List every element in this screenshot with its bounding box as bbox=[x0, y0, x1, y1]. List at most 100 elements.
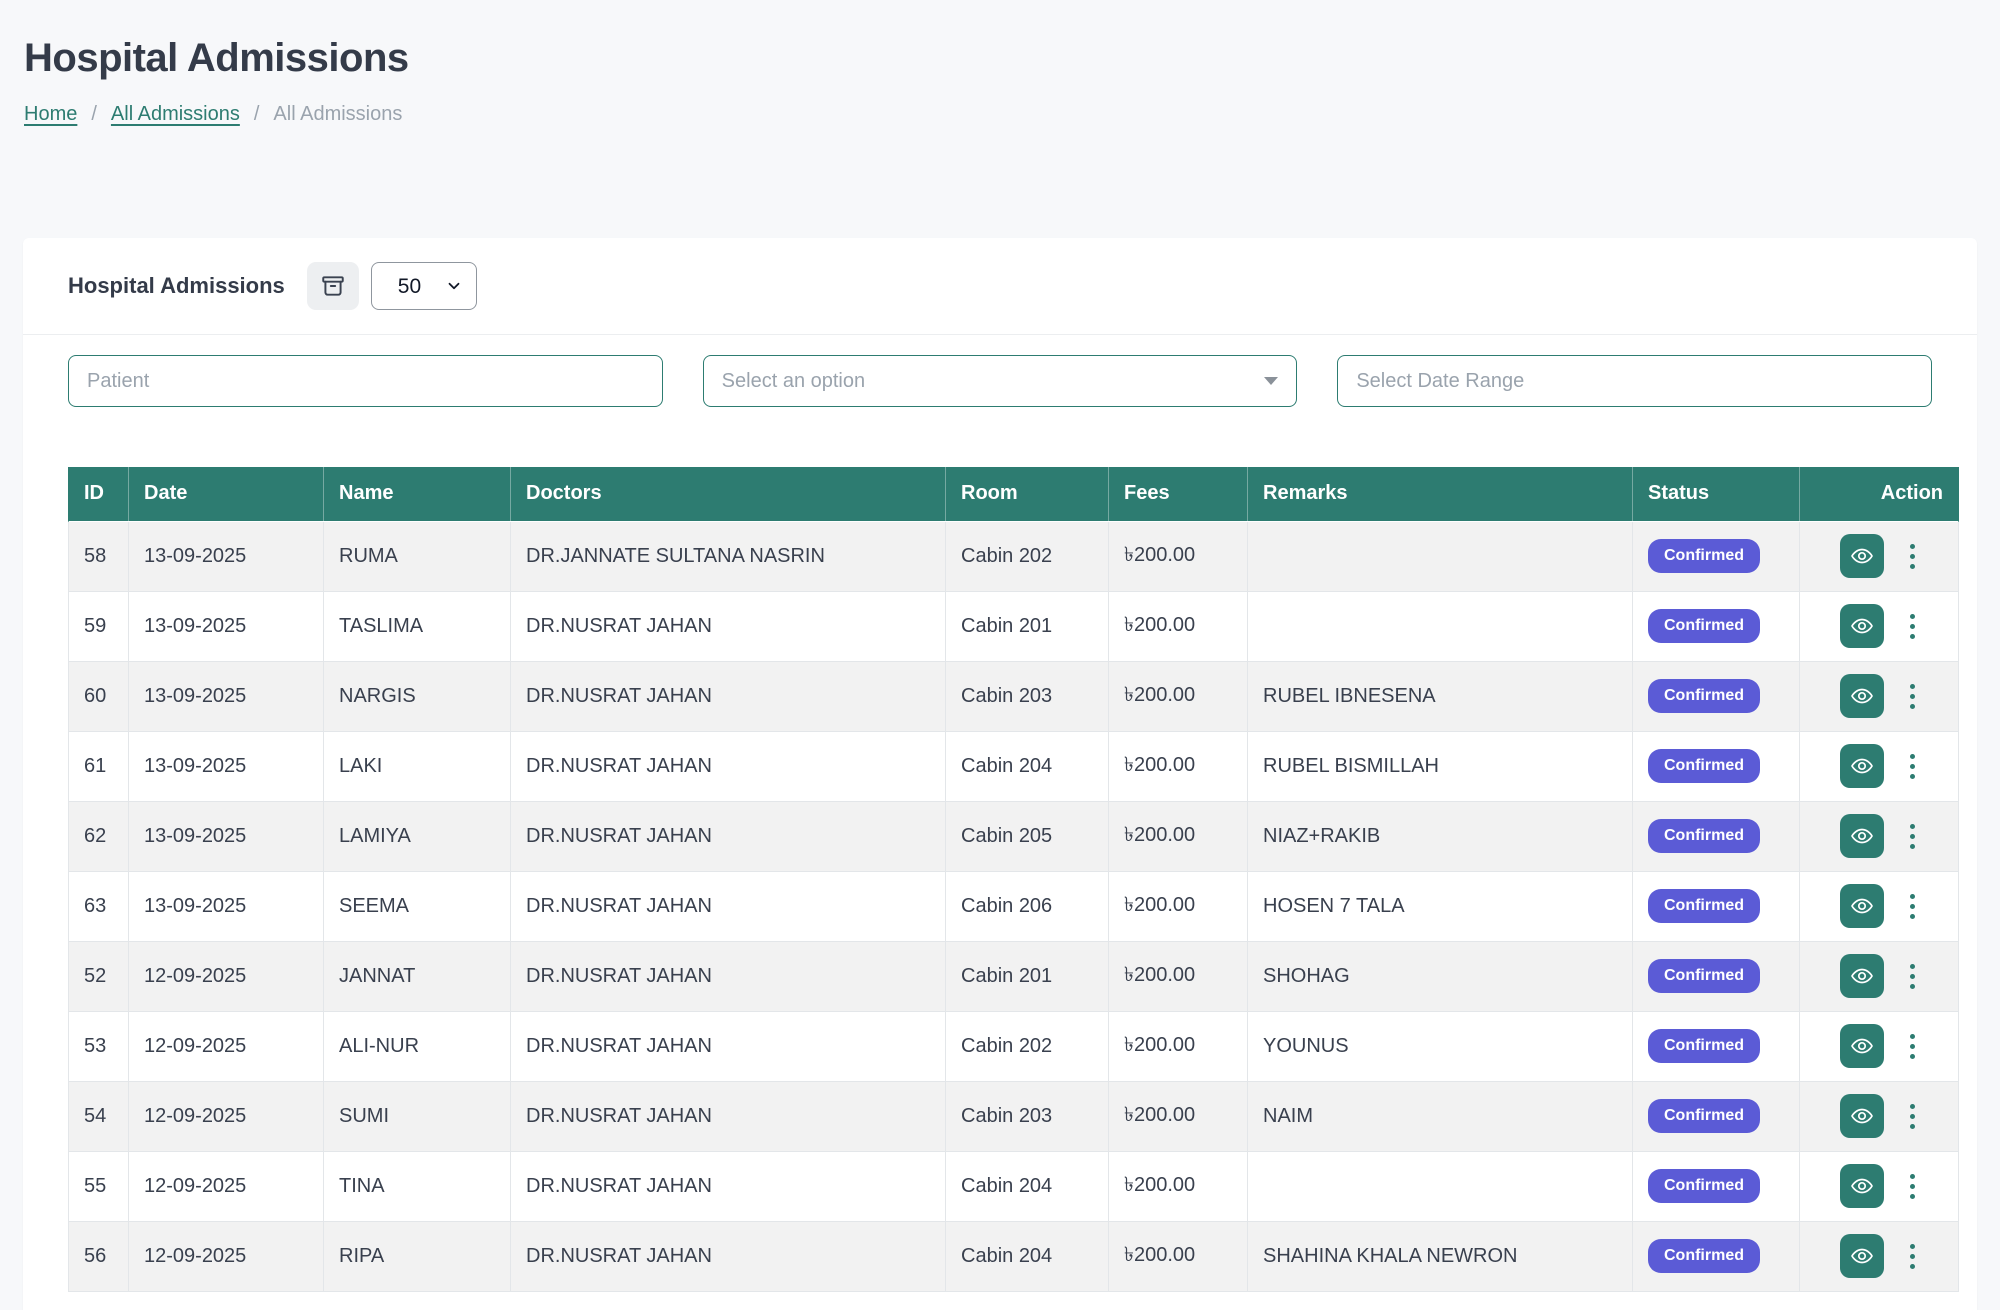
col-header-room: Room bbox=[945, 467, 1109, 522]
breadcrumb: Home / All Admissions / All Admissions bbox=[24, 103, 1976, 126]
more-actions-menu[interactable] bbox=[1906, 1240, 1919, 1273]
eye-icon bbox=[1850, 1034, 1874, 1058]
cell-doctor: DR.NUSRAT JAHAN bbox=[510, 590, 946, 662]
eye-icon bbox=[1850, 754, 1874, 778]
cell-id: 63 bbox=[68, 870, 129, 942]
cell-remarks: SHOHAG bbox=[1247, 940, 1633, 1012]
table-row: 62 13-09-2025 LAMIYA DR.NUSRAT JAHAN Cab… bbox=[68, 800, 1959, 872]
col-header-fees: Fees bbox=[1108, 467, 1248, 522]
cell-room: Cabin 202 bbox=[945, 1010, 1109, 1082]
breadcrumb-link-all-admissions[interactable]: All Admissions bbox=[110, 103, 240, 125]
more-actions-menu[interactable] bbox=[1906, 890, 1919, 923]
eye-icon bbox=[1850, 964, 1874, 988]
cell-id: 56 bbox=[68, 1220, 129, 1292]
view-button[interactable] bbox=[1839, 1234, 1884, 1278]
date-filter-field bbox=[1337, 355, 1933, 407]
status-badge: Confirmed bbox=[1648, 889, 1760, 923]
option-select-placeholder: Select an option bbox=[721, 369, 866, 392]
table-row: 58 13-09-2025 RUMA DR.JANNATE SULTANA NA… bbox=[68, 520, 1959, 592]
table-row: 54 12-09-2025 SUMI DR.NUSRAT JAHAN Cabin… bbox=[68, 1080, 1959, 1152]
cell-doctor: DR.NUSRAT JAHAN bbox=[510, 1150, 946, 1222]
cell-room: Cabin 204 bbox=[945, 1220, 1109, 1292]
eye-icon bbox=[1850, 544, 1874, 568]
cell-fees: ৳200.00 bbox=[1108, 870, 1248, 942]
cell-action bbox=[1799, 730, 1959, 802]
cell-doctor: DR.NUSRAT JAHAN bbox=[510, 730, 946, 802]
patient-search-input[interactable] bbox=[68, 355, 663, 407]
cell-action bbox=[1799, 520, 1959, 592]
status-badge: Confirmed bbox=[1648, 1239, 1760, 1273]
status-badge: Confirmed bbox=[1648, 539, 1760, 573]
admissions-card: Hospital Admissions 50 bbox=[23, 238, 1977, 1310]
table-row: 53 12-09-2025 ALI-NUR DR.NUSRAT JAHAN Ca… bbox=[68, 1010, 1959, 1082]
option-select[interactable]: Select an option bbox=[702, 355, 1298, 407]
cell-name: SEEMA bbox=[323, 870, 511, 942]
more-actions-menu[interactable] bbox=[1906, 540, 1919, 573]
more-actions-menu[interactable] bbox=[1906, 820, 1919, 853]
cell-fees: ৳200.00 bbox=[1108, 730, 1248, 802]
per-page-select-wrap: 50 bbox=[370, 262, 477, 310]
col-header-name: Name bbox=[323, 467, 511, 522]
breadcrumb-link-home[interactable]: Home bbox=[24, 103, 78, 125]
view-button[interactable] bbox=[1839, 744, 1884, 788]
cell-id: 62 bbox=[68, 800, 129, 872]
more-actions-menu[interactable] bbox=[1906, 1100, 1919, 1133]
cell-status: Confirmed bbox=[1632, 1220, 1800, 1292]
cell-status: Confirmed bbox=[1632, 940, 1800, 1012]
view-button[interactable] bbox=[1839, 1094, 1884, 1138]
cell-status: Confirmed bbox=[1632, 660, 1800, 732]
cell-action bbox=[1799, 1220, 1959, 1292]
cell-remarks bbox=[1247, 590, 1633, 662]
more-actions-menu[interactable] bbox=[1906, 1030, 1919, 1063]
status-badge: Confirmed bbox=[1648, 609, 1760, 643]
cell-action bbox=[1799, 1150, 1959, 1222]
view-button[interactable] bbox=[1839, 534, 1884, 578]
cell-fees: ৳200.00 bbox=[1108, 1080, 1248, 1152]
more-actions-menu[interactable] bbox=[1906, 610, 1919, 643]
cell-remarks: YOUNUS bbox=[1247, 1010, 1633, 1082]
date-range-input[interactable] bbox=[1337, 355, 1933, 407]
cell-action bbox=[1799, 870, 1959, 942]
per-page-select[interactable]: 50 bbox=[370, 262, 477, 310]
view-button[interactable] bbox=[1839, 814, 1884, 858]
eye-icon bbox=[1850, 824, 1874, 848]
view-button[interactable] bbox=[1839, 1164, 1884, 1208]
cell-name: SUMI bbox=[323, 1080, 511, 1152]
status-badge: Confirmed bbox=[1648, 959, 1760, 993]
table-row: 56 12-09-2025 RIPA DR.NUSRAT JAHAN Cabin… bbox=[68, 1220, 1959, 1292]
filters-bar: Select an option bbox=[23, 335, 1977, 467]
cell-name: NARGIS bbox=[323, 660, 511, 732]
col-header-id: ID bbox=[68, 467, 129, 522]
cell-room: Cabin 201 bbox=[945, 940, 1109, 1012]
cell-room: Cabin 201 bbox=[945, 590, 1109, 662]
admissions-table-wrap: ID Date Name Doctors Room Fees Remarks S… bbox=[23, 467, 1977, 1292]
cell-room: Cabin 203 bbox=[945, 1080, 1109, 1152]
more-actions-menu[interactable] bbox=[1906, 960, 1919, 993]
more-actions-menu[interactable] bbox=[1906, 680, 1919, 713]
cell-action bbox=[1799, 660, 1959, 732]
cell-id: 55 bbox=[68, 1150, 129, 1222]
status-badge: Confirmed bbox=[1648, 679, 1760, 713]
col-header-remarks: Remarks bbox=[1247, 467, 1633, 522]
cell-id: 52 bbox=[68, 940, 129, 1012]
col-header-doctors: Doctors bbox=[510, 467, 946, 522]
cell-fees: ৳200.00 bbox=[1108, 660, 1248, 732]
status-badge: Confirmed bbox=[1648, 1099, 1760, 1133]
cell-date: 12-09-2025 bbox=[128, 1080, 324, 1152]
cell-id: 54 bbox=[68, 1080, 129, 1152]
breadcrumb-separator: / bbox=[253, 103, 260, 125]
view-button[interactable] bbox=[1839, 1024, 1884, 1068]
more-actions-menu[interactable] bbox=[1906, 750, 1919, 783]
cell-action bbox=[1799, 1080, 1959, 1152]
view-button[interactable] bbox=[1839, 604, 1884, 648]
dropdown-arrow-icon bbox=[1264, 377, 1279, 385]
more-actions-menu[interactable] bbox=[1906, 1170, 1919, 1203]
view-button[interactable] bbox=[1839, 884, 1884, 928]
view-button[interactable] bbox=[1839, 674, 1884, 718]
cell-action bbox=[1799, 590, 1959, 662]
cell-id: 61 bbox=[68, 730, 129, 802]
archive-button[interactable] bbox=[306, 262, 359, 310]
view-button[interactable] bbox=[1839, 954, 1884, 998]
cell-name: LAMIYA bbox=[323, 800, 511, 872]
